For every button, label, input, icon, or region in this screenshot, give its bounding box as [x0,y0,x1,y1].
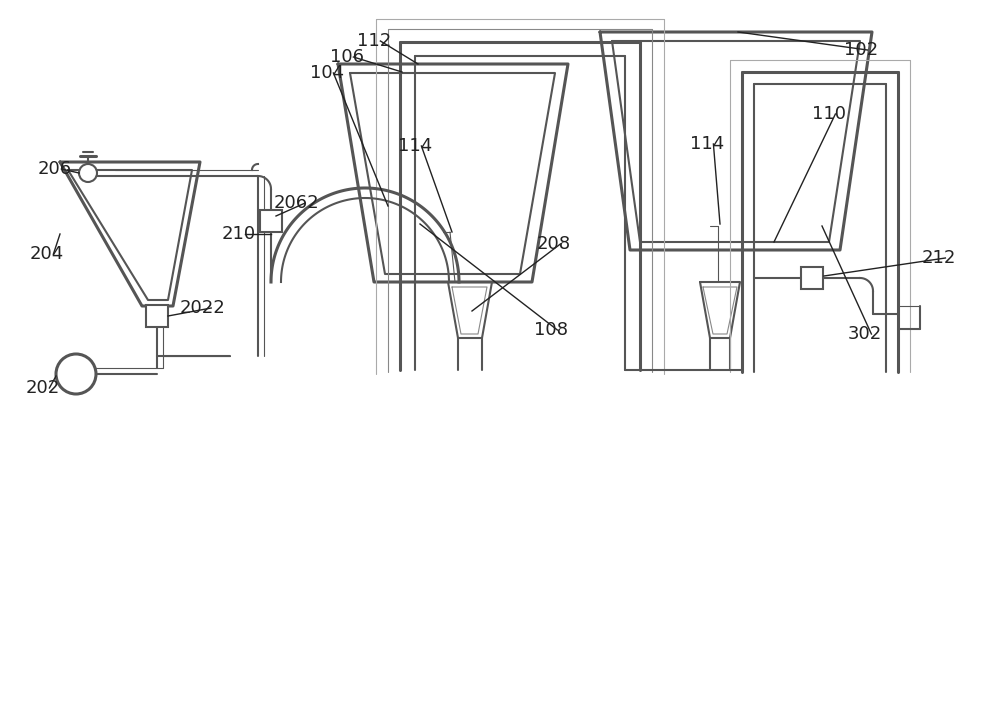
Text: 108: 108 [534,321,568,339]
Text: 210: 210 [222,225,256,243]
Circle shape [56,354,96,394]
Text: 102: 102 [844,41,878,59]
Text: 114: 114 [690,135,724,153]
Text: 204: 204 [30,245,64,263]
Text: 110: 110 [812,105,846,123]
Text: 302: 302 [848,325,882,343]
Text: 106: 106 [330,48,364,66]
Bar [146,305,168,327]
Text: 202: 202 [26,379,60,397]
Bar [260,210,282,232]
Text: 114: 114 [398,137,432,155]
Text: 212: 212 [922,249,956,267]
Text: 2022: 2022 [180,299,226,317]
Text: 206: 206 [38,160,72,178]
Bar [801,267,823,289]
Text: 208: 208 [537,235,571,253]
Text: 112: 112 [357,32,391,50]
Text: 104: 104 [310,64,344,82]
Circle shape [79,164,97,182]
Text: 2062: 2062 [274,194,320,212]
